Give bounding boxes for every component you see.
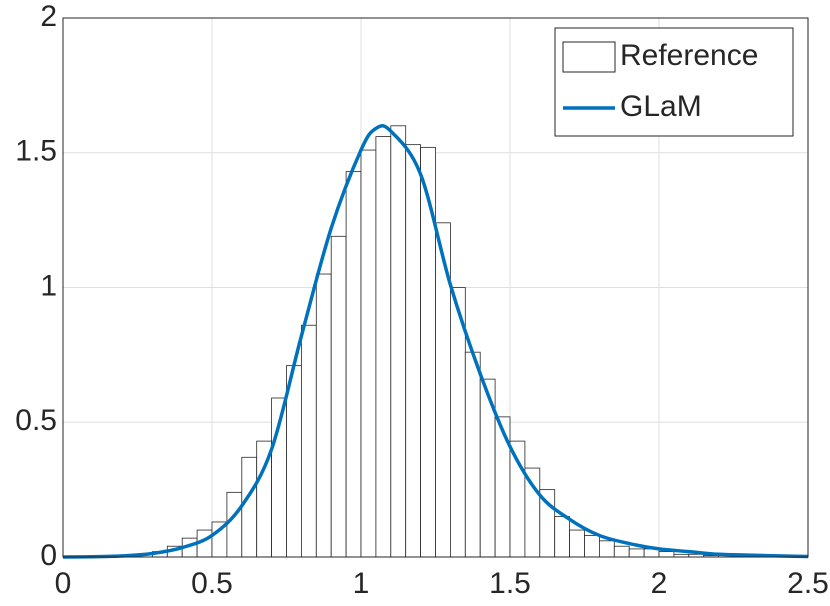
y-tick-label: 1.5 xyxy=(15,135,57,168)
histogram-bar xyxy=(464,351,481,558)
histogram-bar xyxy=(375,136,392,558)
histogram-bar xyxy=(554,516,571,558)
legend-label: GLaM xyxy=(620,90,702,123)
histogram-bar xyxy=(405,144,422,558)
histogram-bar xyxy=(524,467,541,558)
histogram-bar xyxy=(345,171,362,558)
y-tick-label: 0 xyxy=(40,539,57,572)
y-tick-label: 2 xyxy=(40,0,57,33)
density-line xyxy=(62,124,809,559)
histogram-bar xyxy=(599,540,615,558)
legend-swatch xyxy=(562,41,616,73)
histogram-bar xyxy=(315,273,332,558)
histogram-bar xyxy=(569,529,585,558)
histogram-bar xyxy=(330,235,347,558)
histogram-bar xyxy=(360,149,377,558)
histogram-bar xyxy=(584,535,600,558)
x-tick-label: 0.5 xyxy=(191,567,233,600)
legend-label: Reference xyxy=(620,39,758,72)
x-tick-label: 2 xyxy=(651,567,668,600)
y-tick-label: 1 xyxy=(40,269,57,302)
x-tick-label: 0 xyxy=(55,567,72,600)
histogram-bar xyxy=(286,365,302,558)
histogram-bar xyxy=(658,551,675,558)
histogram-bar xyxy=(628,548,645,558)
x-tick-label: 1.5 xyxy=(489,567,531,600)
histogram-bar xyxy=(420,146,436,558)
histogram-bar xyxy=(300,324,317,558)
y-tick-label: 0.5 xyxy=(15,404,57,437)
histogram-bar xyxy=(241,456,258,558)
axes-box xyxy=(62,17,809,558)
histogram-bar xyxy=(613,545,630,558)
histogram-bar xyxy=(226,491,243,558)
x-tick-label: 2.5 xyxy=(787,567,829,600)
histogram-bar xyxy=(390,125,407,558)
x-tick-label: 1 xyxy=(353,567,370,600)
